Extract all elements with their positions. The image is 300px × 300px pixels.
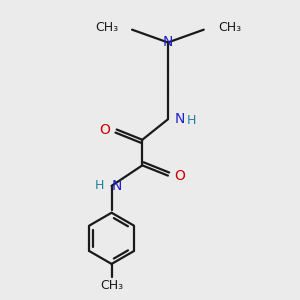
Text: O: O <box>174 169 185 183</box>
Text: N: N <box>174 112 185 126</box>
Text: O: O <box>99 122 110 136</box>
Text: H: H <box>187 114 196 127</box>
Text: CH₃: CH₃ <box>95 21 118 34</box>
Text: H: H <box>94 179 104 192</box>
Text: CH₃: CH₃ <box>100 279 123 292</box>
Text: CH₃: CH₃ <box>218 21 241 34</box>
Text: N: N <box>112 179 122 193</box>
Text: N: N <box>163 35 173 50</box>
